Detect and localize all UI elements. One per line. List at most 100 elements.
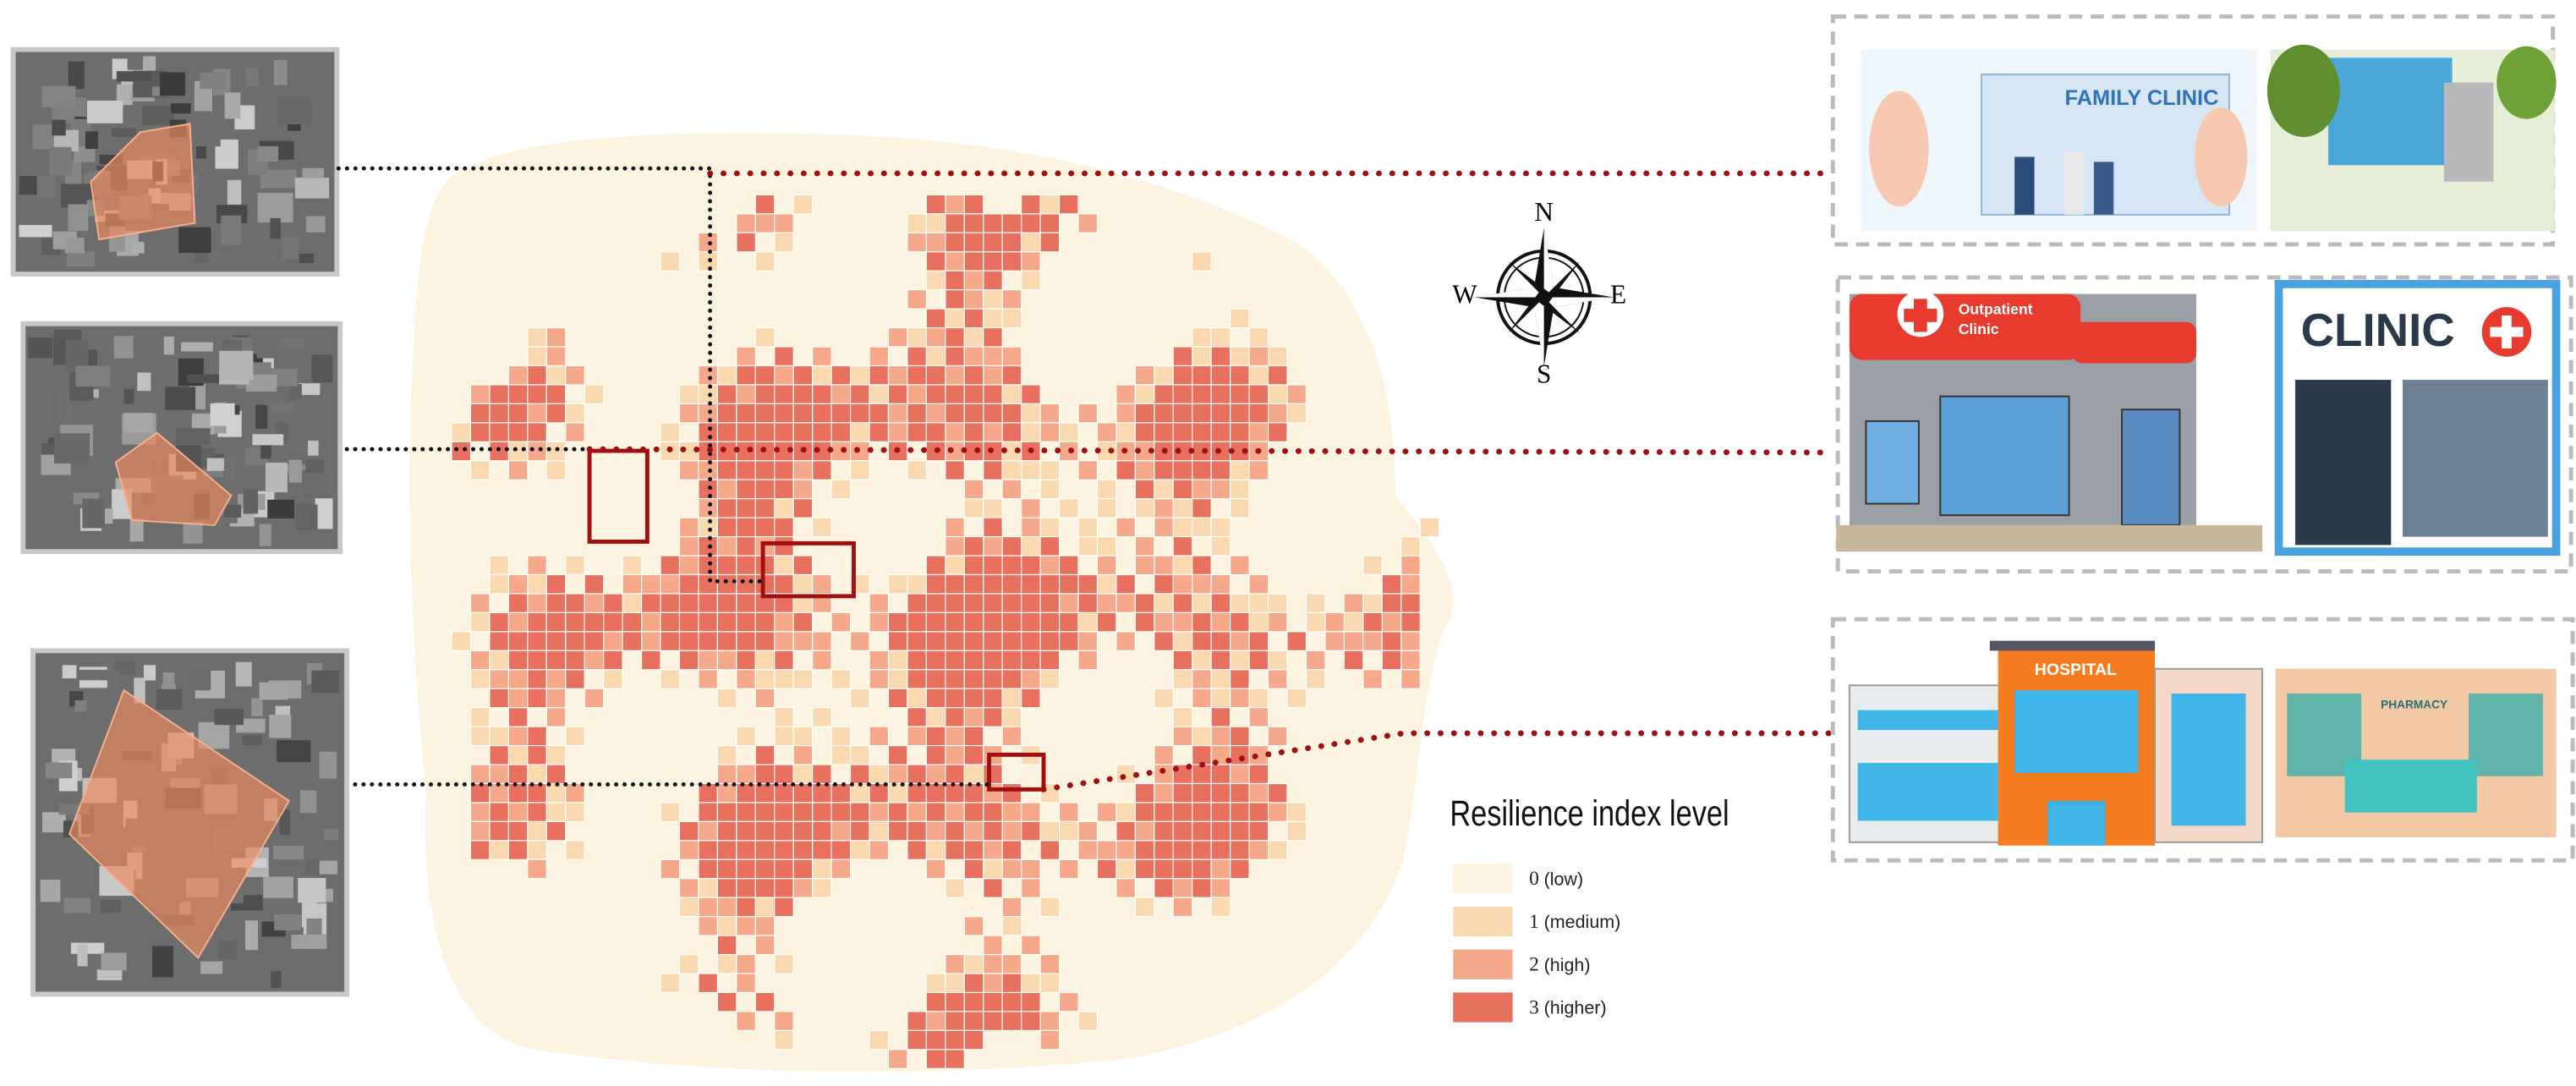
satellite-building xyxy=(123,388,134,404)
satellite-building xyxy=(298,877,326,903)
satellite-building xyxy=(41,85,76,108)
grid-cell xyxy=(925,991,946,1012)
satellite-building xyxy=(259,524,271,546)
grid-cell xyxy=(1230,346,1250,367)
grid-cell xyxy=(584,650,605,671)
grid-cell xyxy=(1210,820,1231,842)
grid-cell xyxy=(1039,973,1061,994)
grid-cell xyxy=(1172,479,1193,500)
grid-cell xyxy=(1039,953,1061,974)
grid-cell xyxy=(1172,593,1193,613)
grid-cell xyxy=(716,840,737,860)
satellite-building xyxy=(123,413,154,433)
study-area xyxy=(90,123,196,241)
grid-cell xyxy=(945,612,965,633)
grid-cell xyxy=(698,878,718,898)
grid-cell xyxy=(698,916,718,936)
grid-cell xyxy=(1267,422,1288,442)
grid-cell xyxy=(1248,820,1269,842)
grid-cell xyxy=(565,365,585,386)
grid-cell xyxy=(507,365,529,386)
grid-cell xyxy=(1248,403,1269,424)
satellite-building xyxy=(227,179,242,205)
satellite-building xyxy=(53,433,90,463)
grid-cell xyxy=(1039,840,1061,860)
grid-cell xyxy=(469,384,491,404)
grid-cell xyxy=(736,820,756,842)
satellite-building xyxy=(96,969,123,981)
grid-cell xyxy=(469,726,491,747)
grid-cell xyxy=(1021,650,1041,671)
satellite-building xyxy=(219,350,254,381)
grid-cell xyxy=(1381,631,1402,651)
grid-cell xyxy=(1021,612,1041,633)
satellite-building xyxy=(308,440,319,456)
grid-cell xyxy=(1210,669,1231,689)
grid-cell xyxy=(774,669,794,689)
grid-cell xyxy=(489,764,509,785)
grid-cell xyxy=(698,669,718,689)
grid-cell xyxy=(1172,384,1193,404)
compass-star xyxy=(1507,261,1581,334)
grid-cell xyxy=(1077,403,1099,424)
grid-cell xyxy=(1248,840,1269,860)
grid-cell xyxy=(640,593,661,613)
grid-cell xyxy=(698,897,718,918)
satellite-building xyxy=(156,688,183,710)
grid-cell xyxy=(812,346,832,367)
grid-cell xyxy=(754,897,776,918)
grid-cell xyxy=(527,384,547,404)
grid-cell xyxy=(830,744,852,765)
grid-cell xyxy=(1248,612,1269,633)
grid-cell xyxy=(1192,669,1212,689)
grid-cell xyxy=(887,612,908,633)
grid-cell xyxy=(698,422,718,442)
grid-cell xyxy=(963,650,984,671)
facility-panels: FAMILY CLINIC Outpatient Clinic CLINIC H… xyxy=(1830,14,2575,863)
satellite-building xyxy=(311,670,340,694)
grid-cell xyxy=(716,935,737,956)
grid-cell xyxy=(660,802,681,822)
grid-cell xyxy=(640,650,661,671)
grid-cell xyxy=(1210,897,1231,918)
grid-cell xyxy=(527,744,547,765)
grid-cell xyxy=(849,782,870,804)
grid-cell xyxy=(622,573,643,595)
grid-cell xyxy=(925,764,946,785)
grid-cell xyxy=(754,991,776,1012)
satellite-building xyxy=(65,340,89,370)
satellite-building xyxy=(49,146,72,176)
grid-cell xyxy=(698,498,718,518)
grid-cell xyxy=(716,517,737,538)
grid-cell xyxy=(754,744,776,765)
grid-cell xyxy=(565,726,585,747)
grid-cell xyxy=(812,365,832,386)
grid-cell xyxy=(1192,631,1212,651)
grid-cell xyxy=(1077,573,1099,595)
grid-cell xyxy=(1001,251,1022,272)
grid-cell xyxy=(1267,612,1288,633)
grid-cell xyxy=(1210,365,1231,386)
grid-cell xyxy=(925,707,946,727)
grid-cell xyxy=(1134,422,1155,442)
grid-cell xyxy=(849,441,870,462)
grid-cell xyxy=(830,726,852,747)
grid-cell xyxy=(925,213,946,233)
grid-cell xyxy=(754,669,776,689)
grid-cell xyxy=(678,535,699,557)
grid-cell xyxy=(545,403,567,424)
grid-cell xyxy=(736,346,756,367)
grid-cell xyxy=(945,232,965,253)
grid-cell xyxy=(754,479,776,500)
grid-cell xyxy=(774,858,794,880)
grid-cell xyxy=(1362,555,1383,576)
grid-cell xyxy=(603,650,623,671)
grid-cell xyxy=(774,1029,794,1050)
grid-cell xyxy=(1154,764,1174,785)
grid-cell xyxy=(678,593,699,613)
grid-cell xyxy=(925,726,946,747)
grid-cell xyxy=(622,555,643,576)
satellite-building xyxy=(137,372,151,392)
grid-cell xyxy=(1115,517,1136,538)
grid-cell xyxy=(1134,612,1155,633)
